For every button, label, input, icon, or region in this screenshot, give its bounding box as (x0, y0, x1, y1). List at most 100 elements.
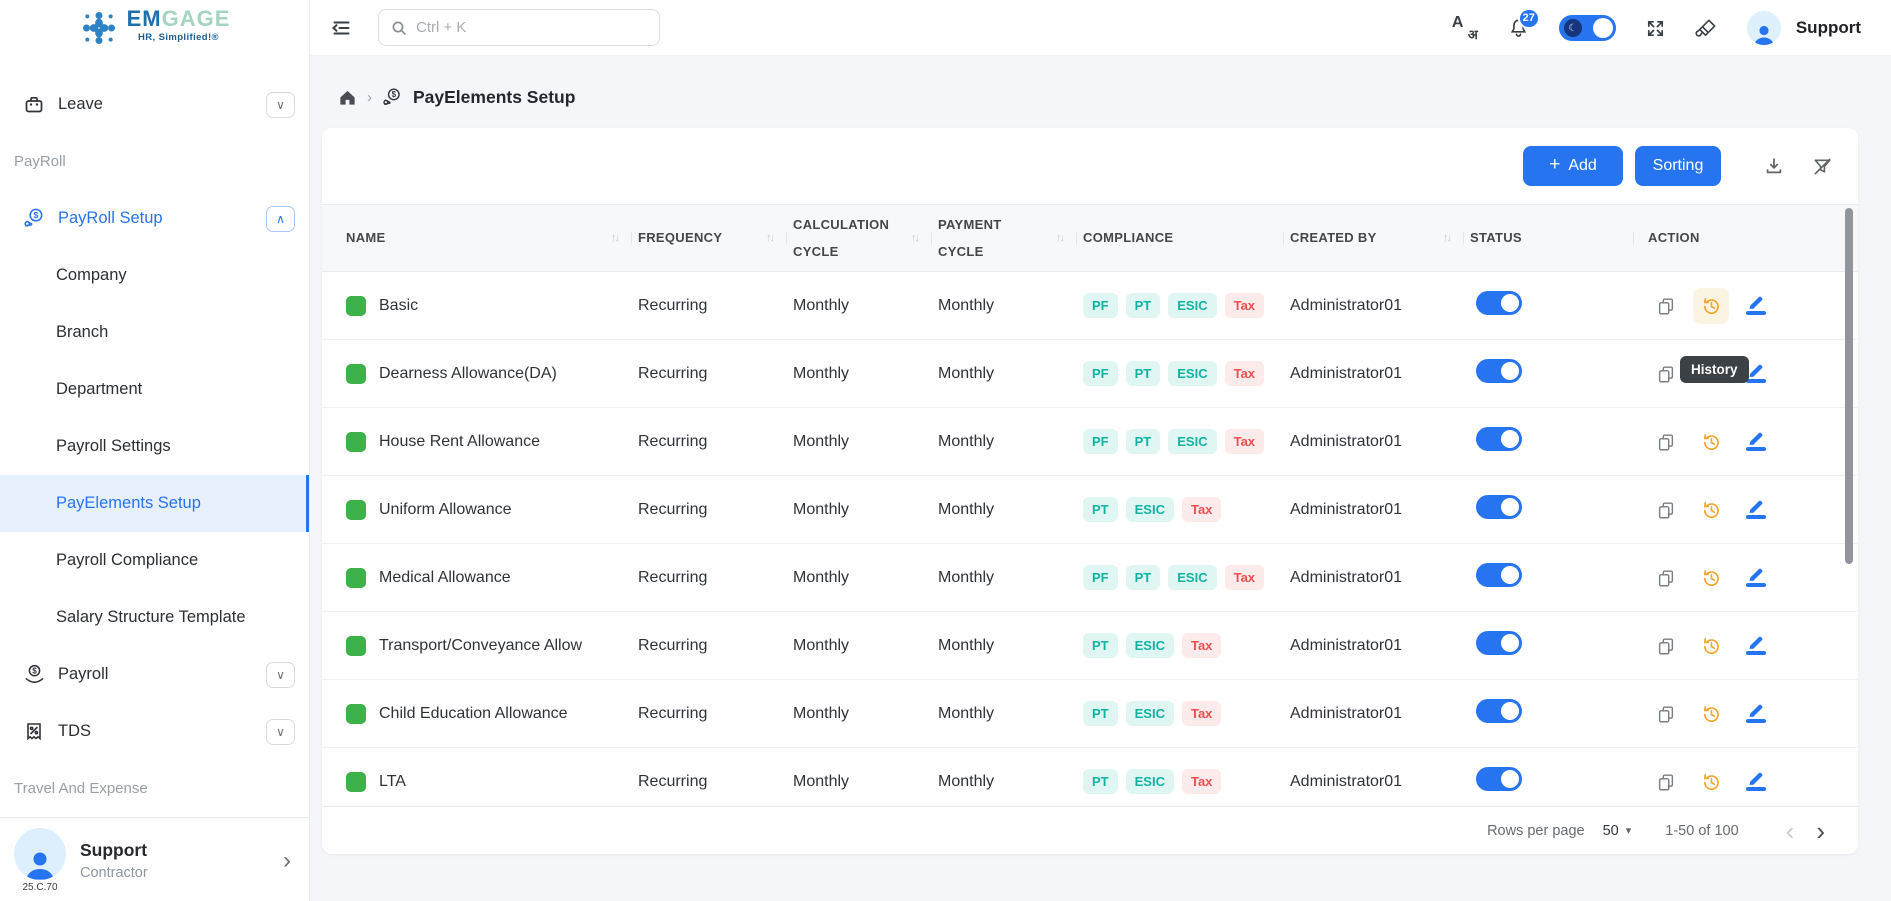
frequency-value: Recurring (638, 773, 793, 791)
sidebar-item-payroll-settings[interactable]: Payroll Settings (0, 418, 309, 475)
sort-icon[interactable]: ↑↓ (1056, 232, 1063, 244)
sort-icon[interactable]: ↑↓ (611, 232, 618, 244)
payment-cycle-value: Monthly (938, 569, 1083, 587)
created-by-value: Administrator01 (1290, 705, 1470, 723)
sidebar-item-payelements-setup[interactable]: PayElements Setup (0, 475, 309, 532)
element-type-indicator (346, 636, 366, 656)
app-logo: EMGAGE HR, Simplified!® (0, 0, 309, 62)
column-header-calculation_cycle[interactable]: CALCULATION CYCLE↑↓ (793, 211, 938, 266)
table-row: House Rent Allowance Recurring Monthly M… (322, 408, 1858, 476)
status-toggle[interactable] (1476, 563, 1522, 587)
rows-per-page-select[interactable]: 50 ▾ (1603, 823, 1632, 839)
history-icon[interactable] (1693, 424, 1729, 460)
table-row: Child Education Allowance Recurring Mont… (322, 680, 1858, 748)
sidebar-item-payroll-setup[interactable]: $ PayRoll Setup ∧ (0, 190, 309, 247)
edit-icon[interactable] (1738, 628, 1774, 664)
sidebar-item-payroll[interactable]: $ Payroll ∨ (0, 646, 309, 703)
history-icon[interactable] (1693, 288, 1729, 324)
next-page-button[interactable]: › (1805, 818, 1836, 844)
copy-icon[interactable] (1648, 288, 1684, 324)
created-by-value: Administrator01 (1290, 501, 1470, 519)
status-toggle[interactable] (1476, 291, 1522, 315)
compliance-badge-pt: PT (1083, 769, 1118, 794)
status-toggle[interactable] (1476, 631, 1522, 655)
chevron-right-icon[interactable]: › (283, 849, 291, 873)
edit-icon[interactable] (1738, 492, 1774, 528)
home-icon[interactable] (338, 88, 357, 107)
status-toggle[interactable] (1476, 427, 1522, 451)
sort-icon[interactable]: ↑↓ (1443, 232, 1450, 244)
sidebar-item-salary-structure-template[interactable]: Salary Structure Template (0, 589, 309, 646)
status-toggle[interactable] (1476, 767, 1522, 791)
column-header-compliance: COMPLIANCE (1083, 224, 1290, 251)
chevron-down-icon[interactable]: ∨ (266, 719, 295, 745)
translate-icon[interactable]: Aअ (1452, 16, 1478, 40)
status-toggle[interactable] (1476, 699, 1522, 723)
copy-icon[interactable] (1648, 696, 1684, 732)
edit-icon[interactable] (1738, 560, 1774, 596)
calculation-cycle-value: Monthly (793, 365, 938, 383)
column-header-payment_cycle[interactable]: PAYMENT CYCLE↑↓ (938, 211, 1083, 266)
emgage-logo-icon (79, 8, 119, 48)
compliance-badges: PTESICTax (1083, 769, 1221, 794)
payment-cycle-value: Monthly (938, 297, 1083, 315)
element-type-indicator (346, 364, 366, 384)
download-icon[interactable] (1763, 155, 1785, 177)
fullscreen-icon[interactable] (1645, 18, 1666, 39)
sidebar-item-tds[interactable]: TDS ∨ (0, 703, 309, 760)
notifications-bell-icon[interactable]: 27 (1507, 17, 1530, 40)
history-icon[interactable] (1693, 628, 1729, 664)
chevron-down-icon[interactable]: ∨ (266, 662, 295, 688)
sidebar-user-card[interactable]: 25.C.70 Support Contractor › (0, 817, 309, 901)
copy-icon[interactable] (1648, 764, 1684, 800)
edit-icon[interactable] (1738, 424, 1774, 460)
theme-brush-icon[interactable] (1695, 17, 1718, 40)
previous-page-button[interactable]: ‹ (1775, 818, 1806, 844)
copy-icon[interactable] (1648, 424, 1684, 460)
table-toolbar: + Add Sorting (322, 128, 1858, 204)
history-icon[interactable] (1693, 492, 1729, 528)
sidebar-item-leave[interactable]: Leave ∨ (0, 76, 309, 133)
sort-icon[interactable]: ↑↓ (911, 232, 918, 244)
copy-icon[interactable] (1648, 628, 1684, 664)
add-button[interactable]: + Add (1523, 146, 1623, 186)
created-by-value: Administrator01 (1290, 297, 1470, 315)
copy-icon[interactable] (1648, 560, 1684, 596)
calculation-cycle-value: Monthly (793, 637, 938, 655)
collapse-sidebar-icon[interactable] (330, 17, 352, 39)
history-icon[interactable] (1693, 764, 1729, 800)
edit-icon[interactable] (1738, 764, 1774, 800)
calculation-cycle-value: Monthly (793, 297, 938, 315)
sort-icon[interactable]: ↑↓ (766, 232, 773, 244)
copy-icon[interactable] (1648, 356, 1684, 392)
chevron-up-icon[interactable]: ∧ (266, 206, 295, 232)
compliance-badge-tax: Tax (1225, 361, 1264, 386)
edit-icon[interactable] (1738, 288, 1774, 324)
sidebar-item-department[interactable]: Department (0, 361, 309, 418)
table-row: Transport/Conveyance Allow Recurring Mon… (322, 612, 1858, 680)
column-header-frequency[interactable]: FREQUENCY↑↓ (638, 224, 793, 251)
column-header-name[interactable]: NAME↑↓ (346, 224, 638, 251)
history-icon[interactable] (1693, 696, 1729, 732)
avatar[interactable] (1747, 11, 1781, 45)
compliance-badge-esic: ESIC (1168, 293, 1216, 318)
chevron-down-icon[interactable]: ∨ (266, 92, 295, 118)
history-icon[interactable] (1693, 560, 1729, 596)
sidebar-item-company[interactable]: Company (0, 247, 309, 304)
element-type-indicator (346, 568, 366, 588)
search-input[interactable] (416, 19, 616, 36)
table-row: LTA Recurring Monthly Monthly PTESICTax … (322, 748, 1858, 806)
global-search[interactable] (378, 9, 660, 46)
column-header-created_by[interactable]: CREATED BY↑↓ (1290, 224, 1470, 251)
topbar-user-label[interactable]: Support (1796, 18, 1861, 38)
status-toggle[interactable] (1476, 359, 1522, 383)
sorting-button[interactable]: Sorting (1635, 146, 1721, 186)
sidebar-item-payroll-compliance[interactable]: Payroll Compliance (0, 532, 309, 589)
edit-icon[interactable] (1738, 696, 1774, 732)
copy-icon[interactable] (1648, 492, 1684, 528)
dark-mode-toggle[interactable]: ☾ (1559, 15, 1616, 41)
sidebar-item-branch[interactable]: Branch (0, 304, 309, 361)
vertical-scrollbar[interactable] (1845, 208, 1853, 564)
status-toggle[interactable] (1476, 495, 1522, 519)
filter-off-icon[interactable] (1811, 155, 1834, 178)
